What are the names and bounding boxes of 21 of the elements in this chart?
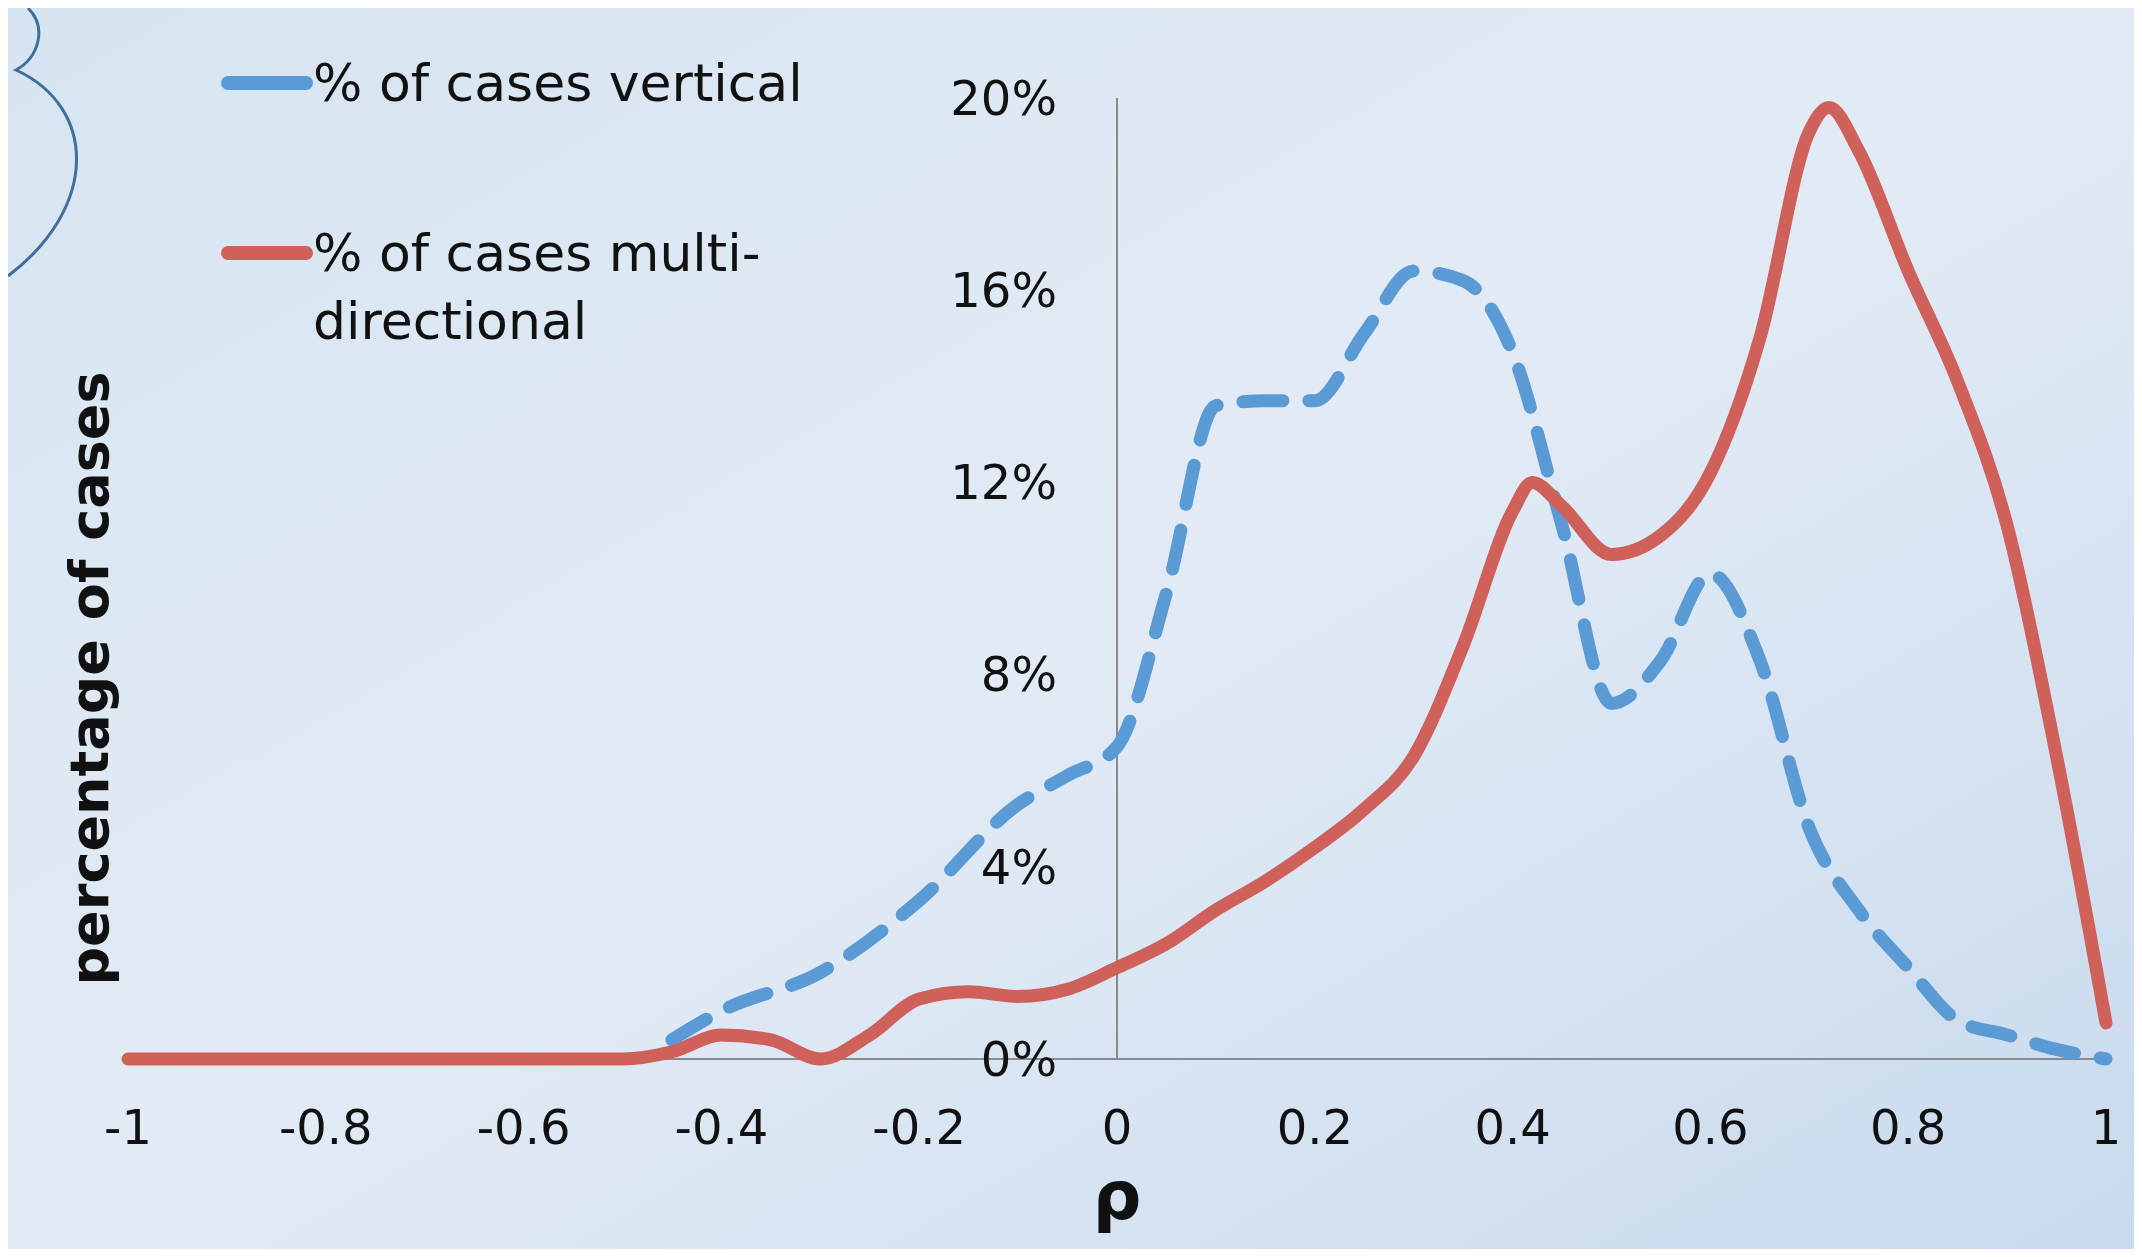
y-tick-label: 4%: [980, 838, 1057, 895]
x-tick-label: -0.4: [674, 1099, 769, 1155]
y-tick-label: 12%: [950, 454, 1057, 511]
y-axis-title: percentage of cases: [58, 371, 121, 986]
y-tick-label: 0%: [980, 1030, 1057, 1087]
x-axis-title: ρ: [1092, 1156, 1142, 1235]
y-tick-label: 20%: [950, 69, 1057, 126]
x-tick-label: 0.4: [1474, 1099, 1551, 1155]
x-tick-label: -0.6: [476, 1099, 571, 1155]
y-tick-label: 16%: [950, 262, 1057, 318]
legend-label: % of cases vertical: [313, 53, 803, 114]
legend-label: % of cases multi-directional: [313, 223, 761, 352]
x-tick-label: 0.6: [1672, 1099, 1749, 1155]
x-tick-label: 0.8: [1870, 1099, 1947, 1155]
x-tick-label: -0.8: [278, 1099, 373, 1155]
x-tick-label: -0.2: [872, 1099, 967, 1155]
x-tick-label: -1: [104, 1099, 152, 1155]
x-tick-label: 0.2: [1276, 1099, 1353, 1155]
x-tick-label: 0: [1101, 1099, 1133, 1155]
x-tick-label: 1: [2090, 1099, 2122, 1155]
y-tick-label: 8%: [980, 646, 1057, 703]
